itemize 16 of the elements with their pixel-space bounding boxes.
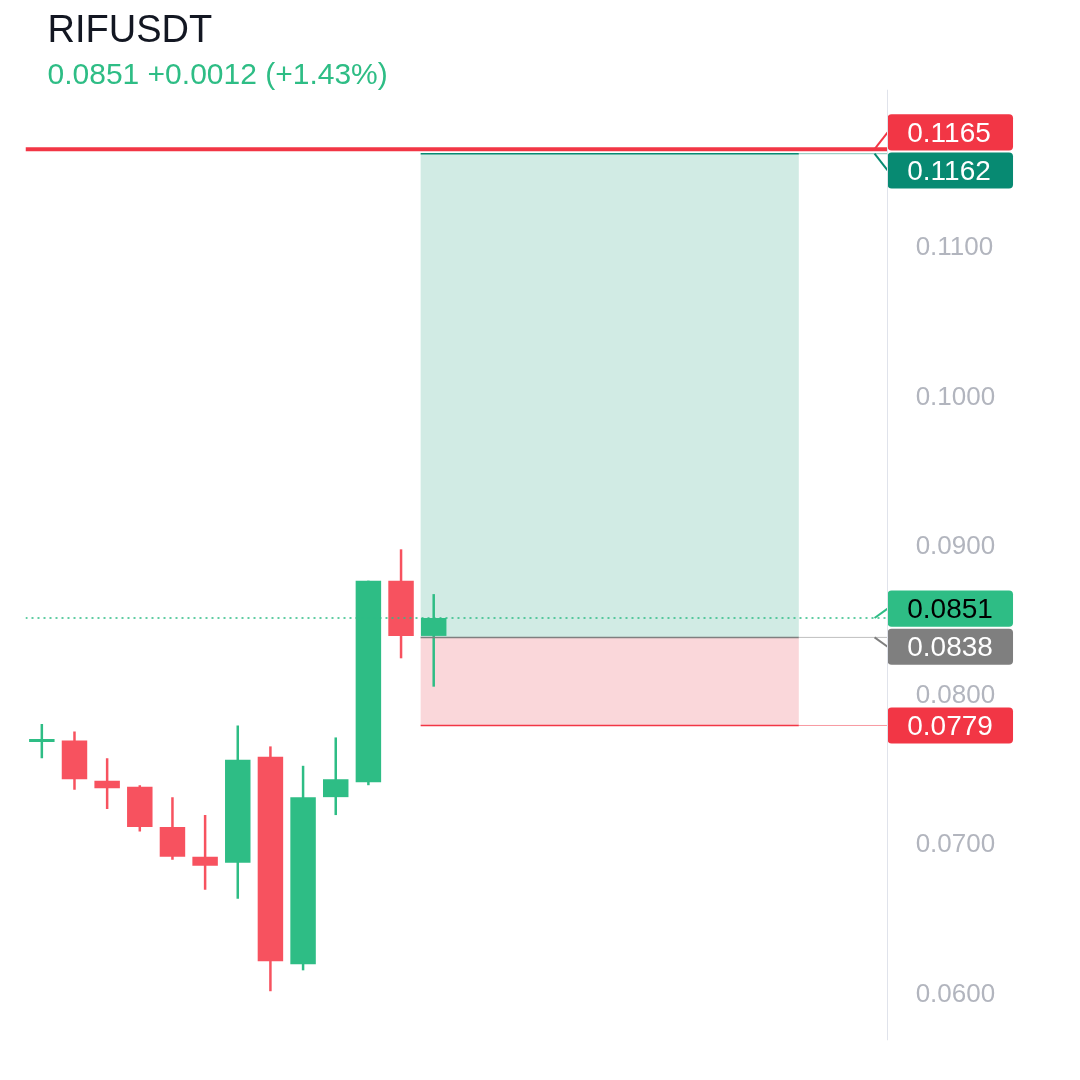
y-tick-label: 0.0600: [915, 977, 996, 1008]
y-tick-label: 0.0700: [915, 828, 996, 859]
ref-line-label: 0.1162: [907, 154, 991, 186]
y-tick-label: 0.1100: [915, 231, 994, 262]
chart-title: RIFUSDT: [47, 7, 213, 50]
ref-line-label: 0.0779: [907, 709, 993, 741]
candlestick: [29, 722, 55, 760]
candlestick: [94, 757, 120, 811]
candlestick: [192, 813, 218, 891]
y-tick-label: 0.0900: [915, 529, 996, 560]
y-tick-label: 0.0800: [915, 679, 996, 710]
chart-subtitle: 0.0851 +0.0012 (+1.43%): [47, 56, 388, 90]
ref-line-label: 0.0851: [907, 593, 993, 625]
ref-line-label: 0.0838: [907, 631, 993, 663]
y-tick-label: 0.1000: [915, 380, 996, 411]
ref-line-label: 0.1165: [907, 116, 991, 148]
